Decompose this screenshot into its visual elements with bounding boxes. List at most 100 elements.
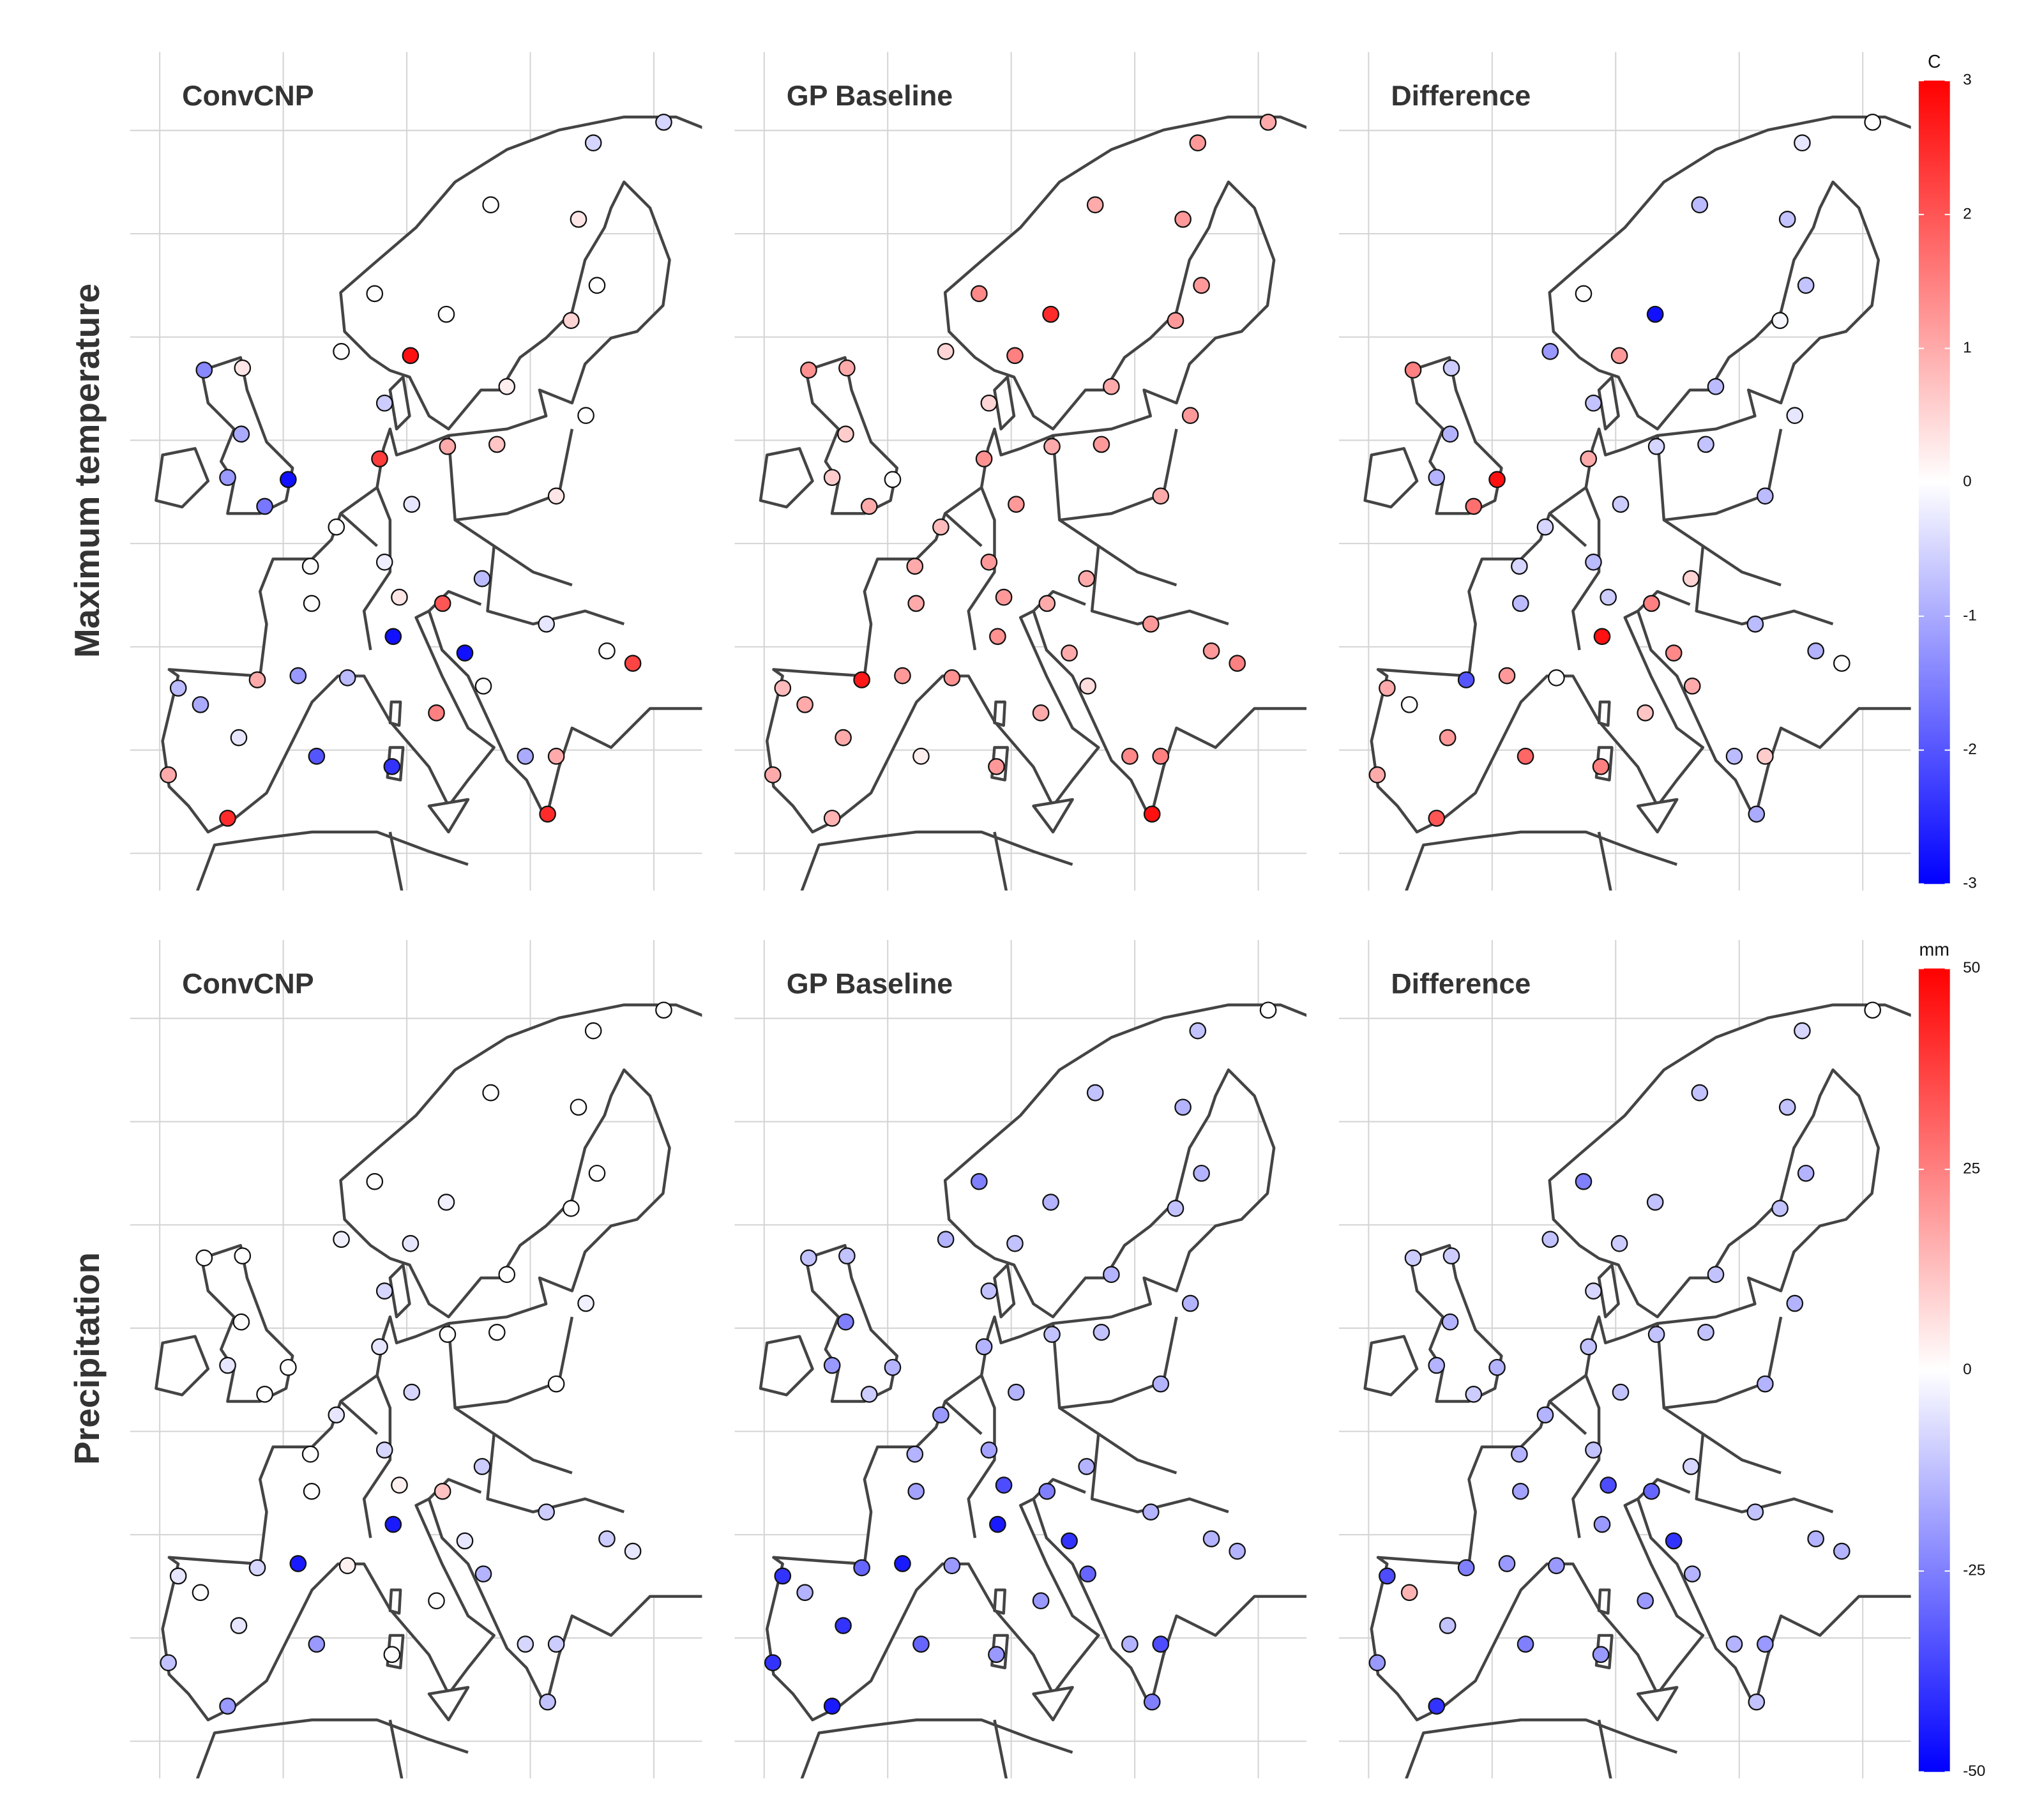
station-point xyxy=(230,729,248,747)
station-point xyxy=(437,305,455,323)
station-point xyxy=(1457,1559,1475,1577)
station-point xyxy=(823,809,841,827)
station-point xyxy=(1794,134,1811,152)
station-point xyxy=(1488,1358,1506,1376)
station-point xyxy=(1665,644,1683,662)
station-point xyxy=(1637,704,1654,722)
station-point xyxy=(774,679,792,697)
station-point xyxy=(1042,1194,1059,1211)
station-point xyxy=(894,667,911,685)
station-point xyxy=(1511,1482,1529,1500)
colorbar-tick-label: 0 xyxy=(1963,1361,1972,1378)
colorbar-tick-label: 3 xyxy=(1963,72,1972,89)
station-point xyxy=(943,1557,961,1575)
station-point xyxy=(1121,747,1139,765)
station-point xyxy=(169,1567,187,1585)
station-point xyxy=(488,436,506,453)
station-point xyxy=(1665,1532,1683,1550)
station-point xyxy=(1400,696,1418,713)
station-point xyxy=(570,1098,587,1116)
station-point xyxy=(1536,1406,1554,1423)
station-point xyxy=(219,809,236,827)
station-point xyxy=(482,196,499,214)
station-point xyxy=(838,359,856,377)
station-point xyxy=(1442,1247,1460,1264)
station-point xyxy=(1541,343,1559,360)
map-area xyxy=(130,52,702,891)
station-point xyxy=(539,1693,556,1711)
station-point xyxy=(1643,595,1660,612)
station-point xyxy=(1143,805,1161,823)
map-panel: ConvCNP xyxy=(130,52,702,891)
station-point xyxy=(289,1555,307,1572)
station-point xyxy=(932,1406,950,1423)
station-point xyxy=(488,1323,506,1341)
station-point xyxy=(1152,487,1170,505)
station-point xyxy=(1612,496,1630,513)
station-point xyxy=(853,671,870,688)
station-point xyxy=(1174,211,1192,228)
station-point xyxy=(1259,114,1277,131)
station-point xyxy=(975,450,993,467)
station-point xyxy=(1379,1567,1396,1585)
station-point xyxy=(624,655,642,672)
station-point xyxy=(823,1697,841,1715)
station-point xyxy=(1457,671,1475,688)
station-point xyxy=(1193,277,1210,294)
station-point xyxy=(366,1172,384,1190)
station-point xyxy=(1121,1635,1139,1653)
station-point xyxy=(995,1476,1013,1494)
station-point xyxy=(588,1164,606,1182)
station-point xyxy=(1442,359,1460,377)
station-point xyxy=(1682,570,1700,588)
station-point xyxy=(1612,1383,1630,1401)
station-point xyxy=(1488,471,1506,489)
station-point xyxy=(219,469,236,486)
station-point xyxy=(1536,518,1554,536)
station-point xyxy=(1797,1164,1815,1182)
station-point xyxy=(1078,1458,1096,1475)
station-point xyxy=(1142,1503,1160,1520)
station-point xyxy=(1593,628,1611,646)
station-point xyxy=(456,1532,474,1550)
station-point xyxy=(248,1559,266,1577)
station-point xyxy=(1379,679,1396,697)
colorbar-tick-label: -3 xyxy=(1963,875,1977,892)
station-point xyxy=(764,1654,782,1672)
station-point xyxy=(1610,347,1628,365)
station-point xyxy=(1428,1697,1446,1715)
station-point xyxy=(1181,407,1199,424)
station-point xyxy=(1637,1592,1654,1610)
station-point xyxy=(1042,305,1059,323)
station-point xyxy=(907,595,925,612)
station-point xyxy=(1864,114,1882,131)
station-point xyxy=(1864,1001,1882,1019)
station-point xyxy=(1428,1356,1446,1374)
station-point xyxy=(796,1584,813,1602)
station-point xyxy=(1647,1326,1665,1343)
station-point xyxy=(1682,1458,1700,1475)
station-point xyxy=(563,312,580,330)
station-point xyxy=(1441,1313,1459,1331)
station-point xyxy=(1428,469,1446,486)
station-point xyxy=(1498,1555,1516,1572)
station-point xyxy=(1593,1515,1611,1533)
station-point xyxy=(853,1559,870,1577)
station-point xyxy=(289,667,307,685)
colorbar-tick-label: -2 xyxy=(1963,741,1977,758)
station-point xyxy=(234,359,252,377)
station-point xyxy=(1757,487,1774,505)
station-point xyxy=(375,553,393,571)
map-panel: ConvCNP xyxy=(130,939,702,1778)
station-point xyxy=(1103,1266,1120,1284)
station-point xyxy=(160,766,178,784)
station-point xyxy=(1778,211,1796,228)
station-point xyxy=(1202,642,1220,660)
station-point xyxy=(1833,1542,1850,1560)
station-point xyxy=(570,211,587,228)
station-point xyxy=(517,1635,534,1653)
station-point xyxy=(232,1313,250,1331)
station-point xyxy=(428,704,445,722)
station-point xyxy=(1592,1646,1610,1664)
station-point xyxy=(1400,1584,1418,1602)
